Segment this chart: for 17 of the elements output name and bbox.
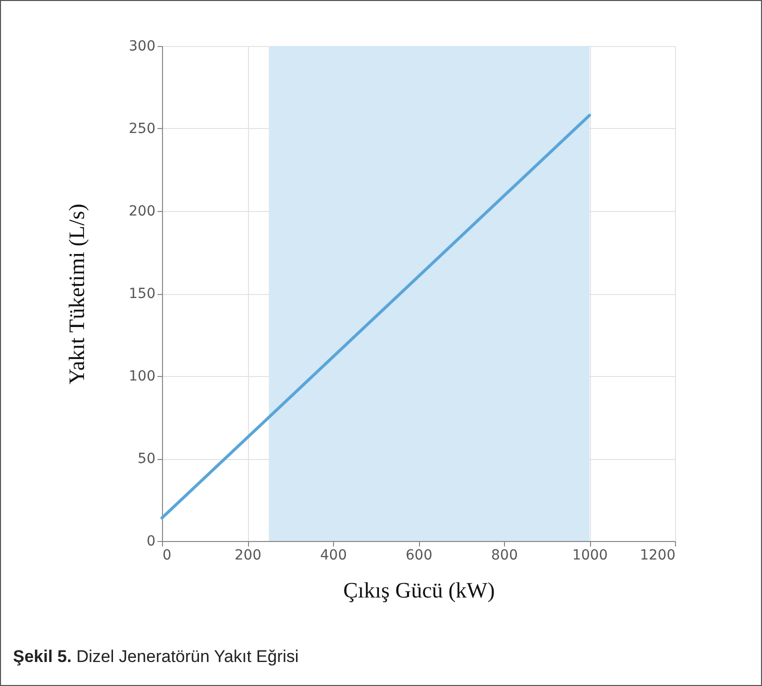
- x-tick-label: 0: [162, 548, 172, 564]
- x-tick-label: 200: [234, 548, 262, 564]
- y-tick-label: 0: [146, 534, 156, 550]
- x-axis-title: Çıkış Gücü (kW): [343, 578, 495, 602]
- y-tick-label: 50: [138, 451, 156, 467]
- y-tick-label: 250: [128, 121, 156, 137]
- y-tick-label: 200: [128, 204, 156, 220]
- y-tick-label: 150: [128, 286, 156, 302]
- text: Şekil 5. Dizel Jeneratörün Yakıt Eğrisi: [13, 647, 299, 667]
- x-tick-label: 1200: [640, 548, 676, 564]
- x-tick-label: 800: [491, 548, 518, 564]
- y-tick-label: 300: [128, 38, 156, 54]
- y-axis-title: Yakıt Tüketimi (L/s): [64, 204, 89, 384]
- y-tick-label: 100: [128, 368, 156, 384]
- x-tick-label: 1000: [572, 548, 608, 564]
- x-tick-label: 600: [406, 548, 432, 564]
- x-tick-label: 400: [320, 548, 347, 564]
